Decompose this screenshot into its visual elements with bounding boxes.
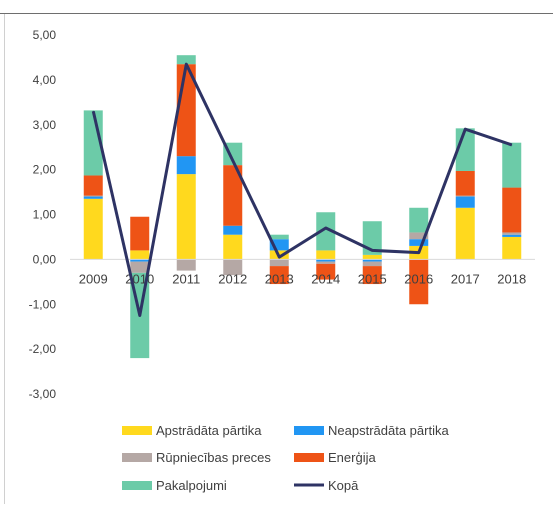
bar-segment-energy — [130, 216, 150, 251]
legend-label: Kopā — [328, 478, 359, 493]
legend-swatch — [122, 426, 152, 435]
total-point — [464, 128, 466, 130]
x-tick-label: 2014 — [311, 271, 340, 286]
x-tick-label: 2017 — [451, 271, 480, 286]
total-line-series — [91, 62, 513, 317]
bar-segment-processed-food — [362, 254, 382, 260]
legend: Apstrādāta pārtika Neapstrādāta pārtika Rū… — [122, 423, 449, 493]
y-tick-label: -2,00 — [29, 342, 57, 356]
total-point — [278, 256, 280, 258]
y-tick-label: 2,00 — [33, 163, 57, 177]
left-border — [4, 14, 5, 504]
bar-segment-processed-food — [455, 207, 475, 260]
legend-item-industrial-goods: Rūpniecības preces — [122, 450, 271, 465]
bar-segment-processed-food — [130, 250, 150, 260]
bar-segment-industrial-goods — [316, 261, 336, 264]
legend-item-total: Kopā — [294, 478, 359, 493]
x-tick-label: 2013 — [265, 271, 294, 286]
bar-segment-unprocessed-food — [223, 225, 243, 235]
bar-segment-unprocessed-food — [502, 234, 522, 237]
top-divider — [0, 13, 553, 14]
bar-segment-services — [409, 207, 429, 233]
total-line — [91, 62, 513, 317]
y-tick-label: 0,00 — [33, 252, 57, 266]
bar-segment-industrial-goods — [409, 232, 429, 240]
bar-segment-energy — [409, 259, 429, 305]
legend-item-services: Pakalpojumi — [122, 478, 227, 493]
bar-segment-industrial-goods — [83, 195, 103, 197]
total-point — [371, 249, 373, 251]
bar-segment-services — [316, 212, 336, 251]
y-tick-label: 3,00 — [33, 118, 57, 132]
bar-segment-services — [502, 142, 522, 188]
total-point — [511, 144, 513, 146]
bar-segment-energy — [83, 175, 103, 196]
bar-segment-industrial-goods — [362, 261, 382, 267]
bar-stacks — [83, 55, 522, 359]
y-tick-label: 5,00 — [33, 28, 57, 42]
y-tick-label: -3,00 — [29, 387, 57, 401]
bar-segment-services — [269, 234, 289, 240]
legend-label: Rūpniecības preces — [156, 450, 271, 465]
bar-segment-processed-food — [502, 236, 522, 260]
legend-swatch — [294, 426, 324, 435]
legend-swatch — [294, 453, 324, 462]
y-tick-label: 1,00 — [33, 208, 57, 222]
x-tick-label: 2015 — [358, 271, 387, 286]
total-point — [139, 314, 141, 316]
bar-segment-unprocessed-food — [130, 259, 150, 262]
legend-item-processed-food: Apstrādāta pārtika — [122, 423, 262, 438]
legend-label: Pakalpojumi — [156, 478, 227, 493]
legend-label: Apstrādāta pārtika — [156, 423, 262, 438]
bar-segment-unprocessed-food — [269, 239, 289, 251]
bar-segment-unprocessed-food — [362, 259, 382, 262]
total-point — [185, 63, 187, 65]
total-point — [325, 227, 327, 229]
bar-segment-energy — [502, 187, 522, 233]
x-tick-label: 2009 — [79, 271, 108, 286]
x-tick-label: 2018 — [497, 271, 526, 286]
y-tick-label: 4,00 — [33, 73, 57, 87]
legend-swatch — [122, 453, 152, 462]
bar-segment-industrial-goods — [223, 259, 243, 276]
bar-segment-energy — [455, 170, 475, 196]
y-axis-labels: 5,00 4,00 3,00 2,00 1,00 0,00 -1,00 -2,00 -3,00 — [29, 28, 57, 401]
bar-segment-industrial-goods — [176, 259, 196, 271]
bar-segment-industrial-goods — [130, 261, 150, 273]
bar-segment-processed-food — [176, 174, 196, 260]
total-point — [232, 160, 234, 162]
bar-segment-energy — [362, 266, 382, 285]
x-tick-label: 2016 — [404, 271, 433, 286]
legend-label: Enerģija — [328, 450, 376, 465]
legend-item-unprocessed-food: Neapstrādāta pārtika — [294, 423, 449, 438]
bar-segment-processed-food — [223, 234, 243, 260]
x-tick-label: 2011 — [172, 271, 200, 286]
bar-segment-unprocessed-food — [176, 156, 196, 175]
bar-segment-processed-food — [83, 198, 103, 260]
bar-segment-energy — [269, 266, 289, 285]
legend-item-energy: Enerģija — [294, 450, 376, 465]
bar-segment-unprocessed-food — [83, 196, 103, 199]
total-point — [418, 252, 420, 254]
bar-segment-services — [176, 55, 196, 65]
bar-segment-industrial-goods — [502, 232, 522, 235]
legend-label: Neapstrādāta pārtika — [328, 423, 449, 438]
y-tick-label: -1,00 — [29, 297, 57, 311]
bar-segment-unprocessed-food — [409, 239, 429, 246]
legend-swatch — [122, 481, 152, 490]
x-tick-label: 2012 — [218, 271, 247, 286]
bar-segment-processed-food — [316, 250, 336, 260]
bar-segment-unprocessed-food — [455, 196, 475, 208]
bar-segment-industrial-goods — [455, 195, 475, 197]
bar-segment-energy — [316, 263, 336, 280]
bar-segment-unprocessed-food — [316, 259, 336, 262]
bar-segment-energy — [223, 165, 243, 226]
bar-segment-industrial-goods — [269, 259, 289, 267]
total-point — [92, 110, 94, 112]
